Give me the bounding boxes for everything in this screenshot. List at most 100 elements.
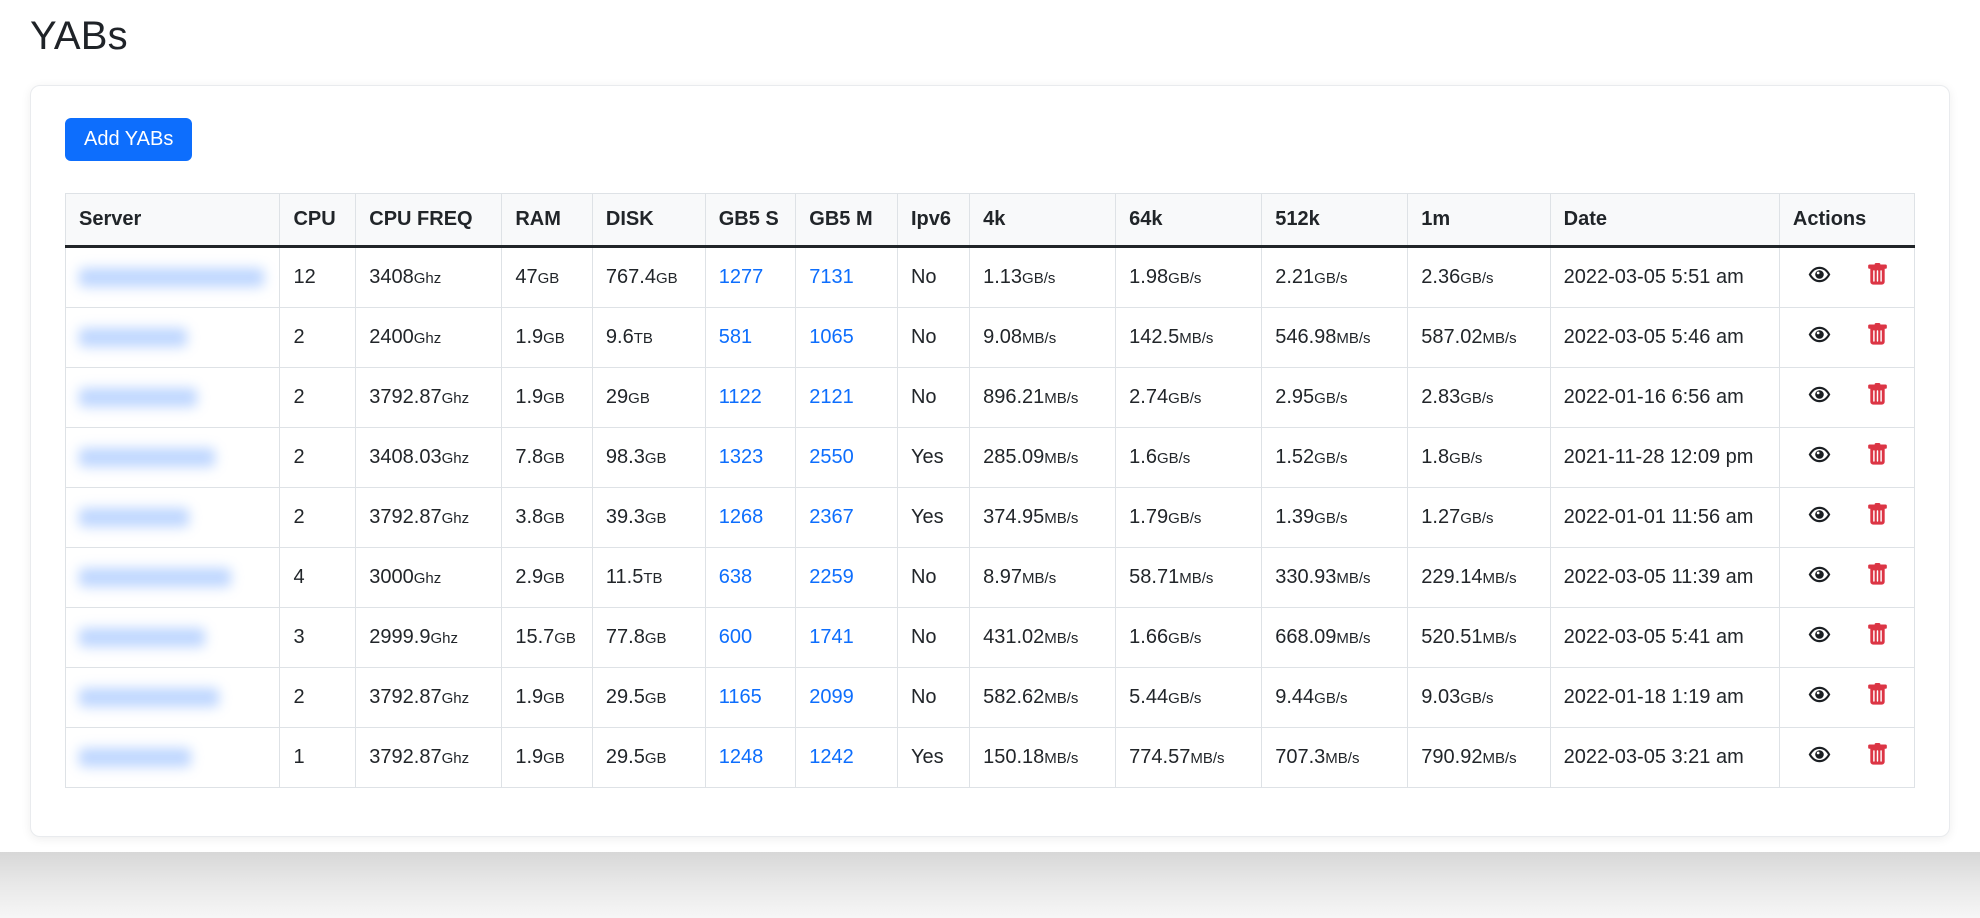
gb5-m-link[interactable]: 2099 bbox=[809, 686, 854, 708]
server-link[interactable] bbox=[79, 386, 197, 408]
bw-1m-cell: 2.83GB/s bbox=[1407, 367, 1551, 428]
ram-cell: 1.9GB bbox=[501, 367, 593, 428]
value: 1.13 bbox=[983, 266, 1023, 288]
eye-icon bbox=[1805, 622, 1834, 653]
view-button[interactable] bbox=[1805, 322, 1834, 353]
value: 3792.87 bbox=[369, 506, 442, 528]
view-button[interactable] bbox=[1805, 382, 1834, 413]
delete-button[interactable] bbox=[1866, 622, 1889, 653]
value: 1.6 bbox=[1129, 446, 1157, 468]
gb5-s-link[interactable]: 1268 bbox=[718, 506, 764, 528]
cpu-freq-cell: 2400Ghz bbox=[355, 307, 503, 368]
gb5-m-cell: 2121 bbox=[795, 367, 898, 428]
delete-button[interactable] bbox=[1866, 382, 1889, 413]
view-button[interactable] bbox=[1805, 742, 1834, 773]
unit: GB bbox=[655, 270, 678, 287]
delete-button[interactable] bbox=[1866, 742, 1889, 773]
bw-4k-cell: 431.02MB/s bbox=[969, 607, 1117, 668]
delete-button[interactable] bbox=[1866, 682, 1889, 713]
server-cell bbox=[64, 487, 281, 548]
value: 8.97 bbox=[983, 566, 1023, 588]
gb5-m-cell: 2367 bbox=[795, 487, 898, 548]
gb5-s-link[interactable]: 638 bbox=[718, 566, 753, 588]
unit: MB/s bbox=[1179, 330, 1214, 347]
cpu-freq-cell: 3792.87Ghz bbox=[355, 727, 503, 788]
server-link[interactable] bbox=[79, 326, 187, 348]
view-button[interactable] bbox=[1805, 622, 1834, 653]
unit: GB bbox=[543, 570, 565, 587]
gb5-m-link[interactable]: 2121 bbox=[809, 386, 854, 408]
delete-button[interactable] bbox=[1866, 262, 1889, 293]
unit: MB/s bbox=[1336, 630, 1371, 647]
gb5-m-link[interactable]: 1242 bbox=[809, 746, 854, 768]
gb5-m-link[interactable]: 2550 bbox=[809, 446, 854, 468]
unit: GB/s bbox=[1168, 690, 1202, 707]
delete-button[interactable] bbox=[1866, 562, 1889, 593]
value: 3408 bbox=[369, 266, 414, 288]
date-cell: 2022-01-18 1:19 am bbox=[1549, 667, 1780, 728]
gb5-s-link[interactable]: 1165 bbox=[718, 686, 762, 708]
gb5-s-link[interactable]: 1122 bbox=[718, 386, 762, 408]
yabs-card: Add YABs Server CPU CPU FREQ RAM DISK GB5 S GB… bbox=[30, 85, 1950, 837]
server-link[interactable] bbox=[79, 566, 231, 588]
row-actions bbox=[1793, 322, 1901, 353]
redacted-server-name bbox=[79, 628, 205, 648]
unit: GB bbox=[543, 330, 565, 347]
unit: GB bbox=[644, 630, 667, 647]
unit: MB/s bbox=[1044, 390, 1079, 407]
bw-64k-cell: 1.79GB/s bbox=[1115, 487, 1263, 548]
gb5-m-link[interactable]: 1065 bbox=[809, 326, 854, 348]
value: 29.5 bbox=[605, 686, 645, 708]
delete-button[interactable] bbox=[1866, 502, 1889, 533]
trash-icon bbox=[1866, 622, 1889, 653]
server-link[interactable] bbox=[79, 686, 219, 708]
gb5-s-link[interactable]: 581 bbox=[718, 326, 753, 348]
gb5-m-link[interactable]: 7131 bbox=[809, 266, 854, 288]
server-link[interactable] bbox=[79, 266, 264, 288]
gb5-s-link[interactable]: 600 bbox=[718, 626, 753, 648]
gb5-s-link[interactable]: 1323 bbox=[718, 446, 764, 468]
unit: GB bbox=[554, 630, 576, 647]
trash-icon bbox=[1866, 442, 1889, 473]
view-button[interactable] bbox=[1805, 682, 1834, 713]
server-link[interactable] bbox=[79, 626, 205, 648]
server-link[interactable] bbox=[79, 446, 215, 468]
view-button[interactable] bbox=[1805, 262, 1834, 293]
gb5-s-cell: 638 bbox=[704, 547, 797, 608]
delete-button[interactable] bbox=[1866, 442, 1889, 473]
unit: GB/s bbox=[1168, 630, 1202, 647]
trash-icon bbox=[1866, 262, 1889, 293]
value: 2.21 bbox=[1275, 266, 1315, 288]
gb5-s-link[interactable]: 1248 bbox=[718, 746, 764, 768]
gb5-s-cell: 1165 bbox=[704, 667, 797, 728]
view-button[interactable] bbox=[1805, 442, 1834, 473]
value: 58.71 bbox=[1129, 566, 1180, 588]
gb5-m-link[interactable]: 1741 bbox=[809, 626, 854, 648]
gb5-m-link[interactable]: 2259 bbox=[809, 566, 854, 588]
column-header-ram: RAM bbox=[501, 193, 593, 248]
ipv6-cell: No bbox=[896, 667, 971, 728]
unit: GB bbox=[537, 270, 560, 287]
gb5-s-link[interactable]: 1277 bbox=[718, 266, 764, 288]
value: 587.02 bbox=[1421, 326, 1483, 348]
view-button[interactable] bbox=[1805, 502, 1834, 533]
unit: GB/s bbox=[1460, 270, 1494, 287]
column-header-gb5-s: GB5 S bbox=[704, 193, 797, 248]
row-actions bbox=[1793, 382, 1901, 413]
delete-button[interactable] bbox=[1866, 322, 1889, 353]
server-link[interactable] bbox=[79, 746, 191, 768]
unit: MB/s bbox=[1022, 330, 1057, 347]
column-header-64k: 64k bbox=[1115, 193, 1263, 248]
table-header: Server CPU CPU FREQ RAM DISK GB5 S GB5 M Ipv6 4k… bbox=[64, 193, 1916, 248]
table-row: 2 3408.03Ghz 7.8GB 98.3GB 1323 2550 Yes 285.09M… bbox=[64, 427, 1916, 488]
table-row: 1 3792.87Ghz 1.9GB 29.5GB 1248 1242 Yes 150.18M… bbox=[64, 727, 1916, 788]
cpu-cell: 4 bbox=[279, 547, 357, 608]
add-yabs-button[interactable]: Add YABs bbox=[65, 118, 193, 161]
gb5-s-cell: 581 bbox=[704, 307, 797, 368]
gb5-m-link[interactable]: 2367 bbox=[809, 506, 854, 528]
server-link[interactable] bbox=[79, 506, 189, 528]
view-button[interactable] bbox=[1805, 562, 1834, 593]
value: 1.9 bbox=[515, 746, 544, 768]
bw-1m-cell: 9.03GB/s bbox=[1407, 667, 1551, 728]
unit: Ghz bbox=[441, 690, 470, 707]
